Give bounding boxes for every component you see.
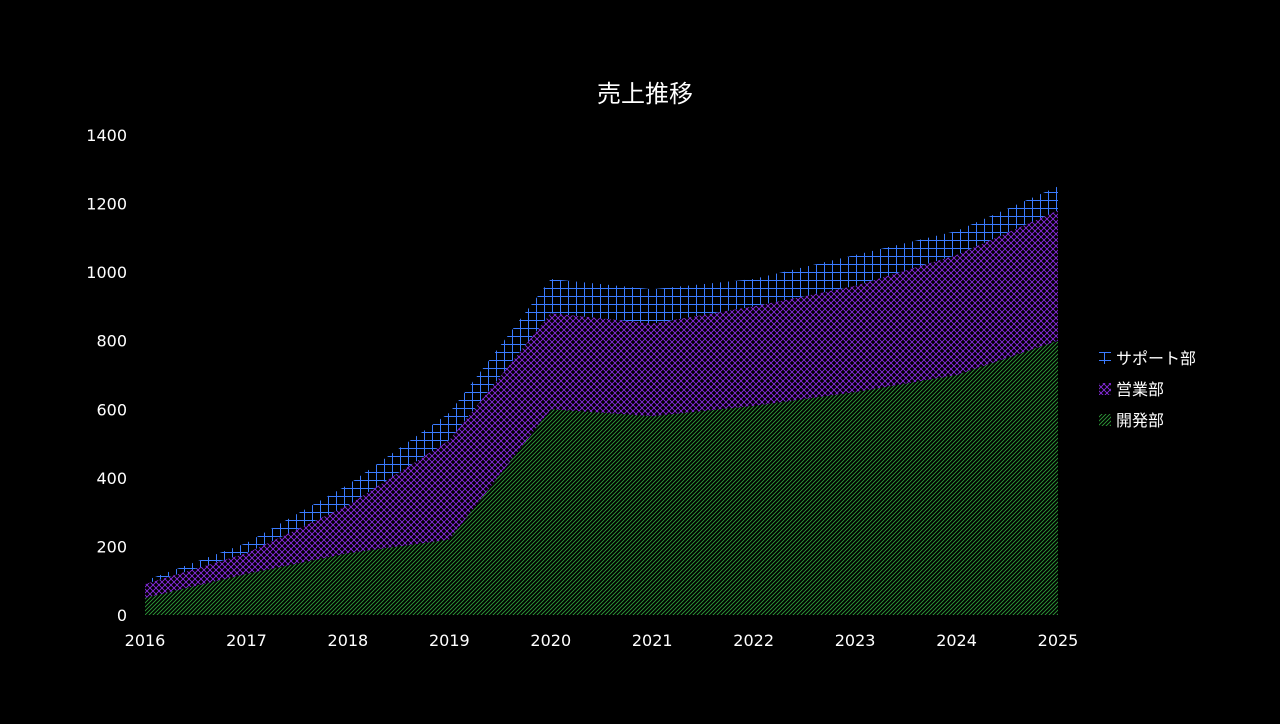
legend-label-series-0: 開発部 — [1116, 411, 1164, 430]
legend-swatch-series-0 — [1099, 414, 1111, 426]
x-tick-label: 2023 — [835, 631, 876, 650]
x-tick-label: 2021 — [632, 631, 673, 650]
y-tick-label: 800 — [96, 332, 127, 351]
x-tick-label: 2020 — [530, 631, 571, 650]
y-tick-label: 1200 — [86, 195, 127, 214]
y-tick-label: 0 — [117, 606, 127, 625]
legend-label-series-2: サポート部 — [1116, 349, 1196, 368]
x-tick-label: 2024 — [936, 631, 977, 650]
legend-swatch-series-2 — [1099, 352, 1111, 364]
y-axis-tick-labels: 0 200 400 600 800 1000 1200 1400 — [86, 126, 127, 625]
y-tick-label: 1400 — [86, 126, 127, 145]
y-tick-label: 200 — [96, 537, 127, 556]
x-axis-tick-labels: 2016 2017 2018 2019 2020 2021 2022 2023 2024 2025 — [125, 631, 1079, 650]
x-tick-label: 2022 — [733, 631, 774, 650]
x-tick-label: 2025 — [1038, 631, 1079, 650]
y-tick-label: 1000 — [86, 263, 127, 282]
area-series-group — [145, 186, 1058, 615]
x-tick-label: 2017 — [226, 631, 267, 650]
x-tick-label: 2019 — [429, 631, 470, 650]
y-tick-label: 400 — [96, 469, 127, 488]
x-tick-label: 2016 — [125, 631, 166, 650]
legend-label-series-1: 営業部 — [1116, 380, 1164, 399]
area-series-0 — [145, 340, 1058, 615]
chart-title: 売上推移 — [597, 80, 693, 108]
area-series-2 — [145, 186, 1058, 585]
area-series-1 — [145, 210, 1058, 598]
y-tick-label: 600 — [96, 400, 127, 419]
legend-swatch-series-1 — [1099, 383, 1111, 395]
x-tick-label: 2018 — [328, 631, 369, 650]
